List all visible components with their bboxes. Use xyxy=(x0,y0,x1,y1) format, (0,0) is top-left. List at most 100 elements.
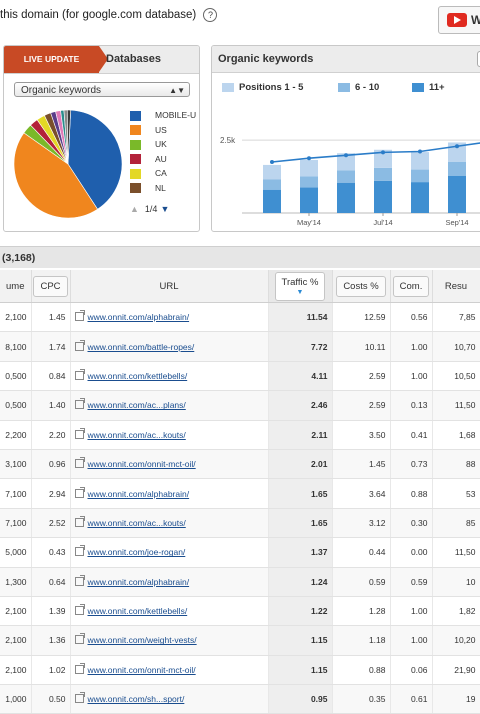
volume-cell: 2,200 xyxy=(0,420,32,450)
trend-point[interactable] xyxy=(455,144,459,149)
youtube-video-button[interactable]: W xyxy=(438,6,480,34)
url-link[interactable]: www.onnit.com/onnit-mct-oil/ xyxy=(87,459,196,470)
pie-slice[interactable] xyxy=(13,132,98,219)
chart-bar-segment[interactable] xyxy=(448,175,466,213)
url-cell: www.onnit.com/onnit-mct-oil/ xyxy=(70,655,269,686)
databases-pie-chart xyxy=(13,109,123,219)
url-link[interactable]: www.onnit.com/weight-vests/ xyxy=(87,635,197,646)
url-link[interactable]: www.onnit.com/alphabrain/ xyxy=(87,312,190,323)
chart-bar-segment[interactable] xyxy=(374,180,392,213)
competition-cell: 0.59 xyxy=(390,567,433,597)
legend-item[interactable]: US xyxy=(130,125,196,140)
url-link[interactable]: www.onnit.com/kettlebells/ xyxy=(87,370,188,381)
trend-point[interactable] xyxy=(418,149,422,154)
column-cpc[interactable]: CPC xyxy=(31,270,71,303)
x-tick-label: Sep'14 xyxy=(445,218,468,227)
external-link-icon[interactable] xyxy=(74,633,85,645)
column-costs[interactable]: Costs % xyxy=(332,270,391,303)
url-link[interactable]: www.onnit.com/sh...sport/ xyxy=(87,694,185,705)
url-link[interactable]: www.onnit.com/onnit-mct-oil/ xyxy=(87,664,196,675)
pie-slice[interactable] xyxy=(67,109,72,165)
external-link-icon[interactable] xyxy=(74,604,85,616)
url-link[interactable]: www.onnit.com/alphabrain/ xyxy=(87,488,190,499)
external-link-icon[interactable] xyxy=(74,368,85,380)
url-link[interactable]: www.onnit.com/alphabrain/ xyxy=(87,576,190,587)
chart-bar-segment[interactable] xyxy=(411,182,429,213)
databases-tab[interactable]: Databases xyxy=(106,53,162,65)
table-row: 7,100 2.94 www.onnit.com/alphabrain/1.65 3.… xyxy=(0,478,480,509)
legend-item[interactable]: AU xyxy=(130,154,196,169)
chart-bar-segment[interactable] xyxy=(411,152,429,170)
chart-bar-segment[interactable] xyxy=(337,170,355,183)
legend-item[interactable]: MOBILE-U xyxy=(130,110,196,125)
chart-bar-segment[interactable] xyxy=(263,164,281,180)
trend-point[interactable] xyxy=(344,153,348,158)
trend-point[interactable] xyxy=(307,156,311,161)
legend-positions-1-5[interactable]: Positions 1 - 5 xyxy=(222,82,303,93)
chart-bar-segment[interactable] xyxy=(411,169,429,183)
chart-bar-segment[interactable] xyxy=(374,167,392,181)
column-competition[interactable]: Com. xyxy=(390,270,433,303)
chart-bar-segment[interactable] xyxy=(448,161,466,176)
traffic-cell: 1.65 xyxy=(268,508,333,539)
external-link-icon[interactable] xyxy=(74,692,85,704)
pager-up-icon[interactable]: ▲ xyxy=(130,204,139,214)
chart-bar-segment[interactable] xyxy=(374,149,392,168)
volume-cell: 2,100 xyxy=(0,302,32,333)
column-url[interactable]: URL xyxy=(70,270,269,303)
url-cell: www.onnit.com/alphabrain/ xyxy=(70,567,269,597)
competition-cell: 1.00 xyxy=(390,596,433,627)
help-icon[interactable]: ? xyxy=(203,8,218,22)
chart-bar-segment[interactable] xyxy=(263,189,281,213)
traffic-cell: 11.54 xyxy=(268,302,333,333)
chart-bar-segment[interactable] xyxy=(300,187,318,213)
url-link[interactable]: www.onnit.com/ac...kouts/ xyxy=(87,429,186,440)
url-link[interactable]: www.onnit.com/joe-rogan/ xyxy=(87,547,186,558)
panel-menu-button[interactable] xyxy=(477,51,480,67)
cpc-cell: 1.40 xyxy=(31,390,71,421)
external-link-icon[interactable] xyxy=(74,545,85,557)
legend-pager: ▲ 1/4 ▼ xyxy=(130,204,169,214)
url-link[interactable]: www.onnit.com/kettlebells/ xyxy=(87,606,188,617)
chart-bar-segment[interactable] xyxy=(300,176,318,188)
external-link-icon[interactable] xyxy=(74,515,85,527)
pager-down-icon[interactable]: ▼ xyxy=(160,204,170,214)
legend-positions-6-10[interactable]: 6 - 10 xyxy=(338,82,379,93)
url-link[interactable]: www.onnit.com/battle-ropes/ xyxy=(87,341,195,352)
column-traffic[interactable]: Traffic % ▼ xyxy=(268,270,333,303)
external-link-icon[interactable] xyxy=(74,486,85,498)
legend-item[interactable]: NL xyxy=(130,183,196,198)
external-link-icon[interactable] xyxy=(74,427,85,439)
legend-positions-11-plus[interactable]: 11+ xyxy=(412,82,445,93)
chart-bar-segment[interactable] xyxy=(337,182,355,213)
trend-point[interactable] xyxy=(381,150,385,155)
external-link-icon[interactable] xyxy=(74,339,85,351)
competition-cell: 1.00 xyxy=(390,625,433,656)
external-link-icon[interactable] xyxy=(74,310,85,322)
database-metric-select-value: Organic keywords xyxy=(21,85,102,96)
live-update-tab[interactable]: LIVE UPDATE xyxy=(4,46,108,73)
column-results[interactable]: Resu xyxy=(432,270,480,303)
legend-label: MOBILE-U xyxy=(155,110,197,120)
volume-cell: 7,100 xyxy=(0,508,32,539)
traffic-cell: 1.15 xyxy=(268,655,333,686)
costs-cell: 1.18 xyxy=(332,625,391,656)
external-link-icon[interactable] xyxy=(74,457,85,469)
chart-bar-segment[interactable] xyxy=(300,159,318,177)
table-row: 2,100 1.45 www.onnit.com/alphabrain/11.54 1… xyxy=(0,302,480,333)
external-link-icon[interactable] xyxy=(74,398,85,410)
trend-point[interactable] xyxy=(270,160,274,164)
legend-item[interactable]: UK xyxy=(130,139,196,154)
legend-item[interactable]: CA xyxy=(130,168,196,183)
external-link-icon[interactable] xyxy=(74,574,85,586)
external-link-icon[interactable] xyxy=(74,662,85,674)
cpc-cell: 2.20 xyxy=(31,420,71,450)
table-row: 1,000 0.50 www.onnit.com/sh...sport/0.95 0.… xyxy=(0,684,480,714)
chart-bar-segment[interactable] xyxy=(263,179,281,190)
trend-line xyxy=(271,142,480,163)
url-link[interactable]: www.onnit.com/ac...kouts/ xyxy=(87,517,186,528)
chart-bar-segment[interactable] xyxy=(337,153,355,171)
column-volume[interactable]: ume xyxy=(0,270,32,303)
url-link[interactable]: www.onnit.com/ac...plans/ xyxy=(87,400,186,411)
database-metric-select[interactable]: Organic keywords ▲▼ xyxy=(14,82,190,97)
